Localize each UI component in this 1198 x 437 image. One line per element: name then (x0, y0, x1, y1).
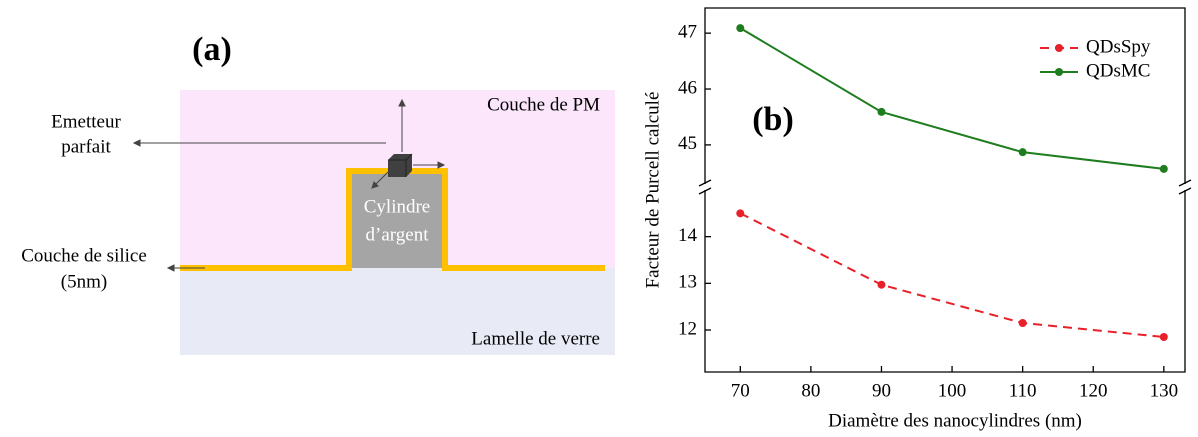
series-line (739, 27, 1164, 170)
data-point (736, 209, 745, 218)
legend-marker (1055, 68, 1063, 76)
y-tick-label: 45 (678, 133, 697, 154)
data-point (1018, 148, 1027, 157)
x-tick-label: 90 (872, 380, 891, 401)
chart: (b) Diamètre des nanocylindres (nm) Fact… (642, 7, 1192, 431)
series-line (739, 212, 1164, 338)
data-point (736, 24, 745, 33)
x-tick-label: 120 (1079, 380, 1108, 401)
y-tick-label: 14 (678, 225, 698, 246)
y-tick-label: 13 (678, 272, 697, 293)
legend-marker (1055, 44, 1063, 52)
axis-break (1178, 187, 1192, 195)
emitter-label: Emetteur (51, 111, 121, 132)
legend-label: QDsMC (1086, 60, 1150, 81)
diagram: (a) Couche de PM Lamelle de verre Emette… (21, 31, 615, 355)
silica-label: Couche de silice (21, 245, 147, 266)
cylinder-label: Cylindre (364, 196, 431, 217)
cylinder-label: d’argent (366, 224, 430, 245)
cylinder (352, 174, 442, 268)
data-point (1159, 333, 1168, 341)
x-tick-label: 110 (1009, 380, 1037, 401)
x-axis-label: Diamètre des nanocylindres (nm) (828, 410, 1082, 431)
data-point (877, 107, 886, 116)
x-tick-label: 130 (1150, 380, 1179, 401)
data-point (877, 280, 886, 289)
y-tick-label: 46 (678, 77, 697, 98)
dipole-arrows (132, 98, 446, 272)
axis-break (1178, 179, 1192, 187)
x-tick-label: 100 (938, 380, 967, 401)
layer-label: Lamelle de verre (471, 328, 600, 349)
y-tick-label: 12 (678, 318, 697, 339)
y-tick-label: 47 (678, 22, 697, 43)
layer-label: Couche de PM (487, 94, 600, 115)
axis-break (698, 187, 712, 195)
glass-layer (180, 268, 615, 355)
x-tick-label: 80 (801, 380, 820, 401)
panel-label: (a) (192, 31, 232, 68)
cube-edges (388, 153, 413, 177)
x-tick-label: 70 (731, 380, 750, 401)
y-axis-label: Facteur de Purcell calculé (642, 92, 663, 289)
data-point (1159, 164, 1168, 173)
panel-label: (b) (752, 101, 794, 138)
emitter-label: parfait (61, 136, 111, 157)
silica-label: (5nm) (61, 271, 107, 292)
axis-break (698, 179, 712, 187)
axis-frame (704, 7, 1186, 373)
data-point (1018, 319, 1027, 327)
legend-label: QDsSpy (1086, 36, 1151, 57)
